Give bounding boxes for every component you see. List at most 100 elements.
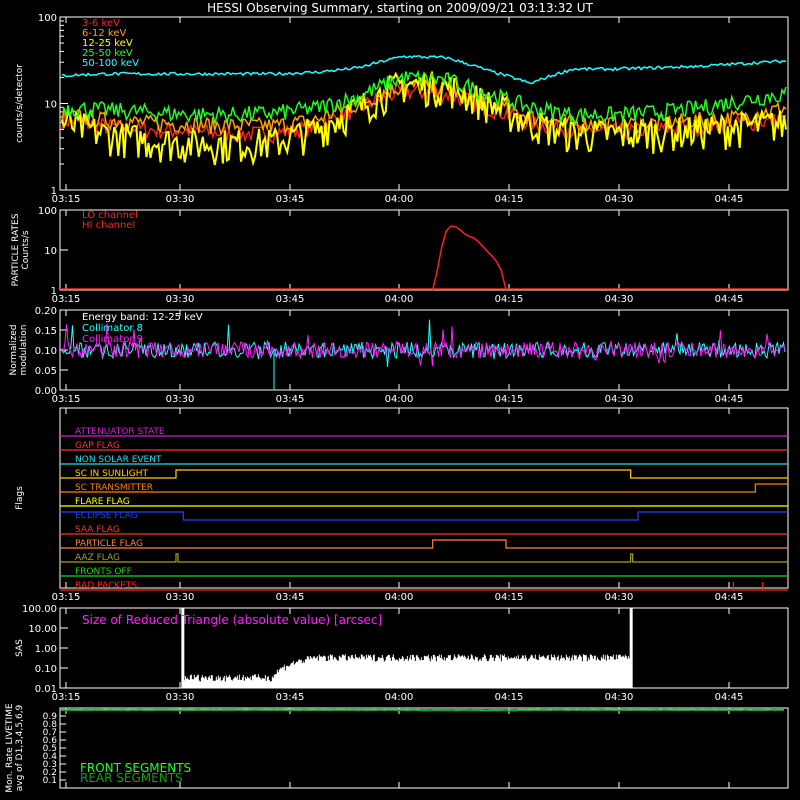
flag-label: SC IN SUNLIGHT — [75, 469, 149, 479]
flag-label: SC TRANSMITTER — [75, 483, 153, 493]
x-tick-label: 03:15 — [52, 394, 81, 405]
x-tick-label: 03:45 — [276, 394, 305, 405]
x-tick-label: 04:45 — [715, 194, 744, 205]
y-tick-label: 100.00 — [22, 604, 57, 615]
flag-line — [60, 539, 788, 549]
x-tick-label: 03:15 — [52, 592, 81, 603]
y-tick-label: 0.1 — [43, 776, 57, 786]
flag-label: ECLIPSE FLAG — [75, 511, 138, 521]
series-line-HI-channel — [431, 225, 507, 291]
y-tick-label: 0.9 — [43, 712, 58, 722]
legend-entry: 6-12 keV — [82, 28, 126, 39]
flag-line — [60, 511, 788, 521]
x-tick-label: 03:45 — [276, 294, 305, 305]
x-tick-label: 04:30 — [605, 294, 634, 305]
legend-entry: REAR SEGMENTS — [80, 771, 183, 785]
x-tick-label: 04:45 — [715, 692, 744, 703]
x-tick-label: 04:15 — [495, 294, 524, 305]
panel-4-frame — [59, 407, 789, 589]
x-tick-label: 03:30 — [166, 194, 195, 205]
chart-title: HESSI Observing Summary, starting on 200… — [207, 1, 593, 15]
ylabel-line: Mon. Rate LIVETIME — [5, 703, 15, 793]
legend-entry: FRONT SEGMENTS — [80, 761, 191, 775]
x-tick-label: 04:00 — [385, 294, 414, 305]
legend-entry: 12-25 keV — [82, 38, 133, 49]
ylabel-line: avg of D1,3,4,5,6,9 — [15, 704, 25, 791]
y-tick-label: 100 — [38, 13, 57, 24]
ylabel-line: Normalized — [9, 324, 19, 375]
flag-label: AAZ FLAG — [75, 553, 120, 563]
flag-label: BAD PACKETS — [75, 581, 137, 591]
x-tick-label: 03:45 — [276, 194, 305, 205]
flag-label: ATTENUATOR STATE — [75, 427, 165, 437]
y-tick-label: 0.5 — [43, 744, 57, 754]
ylabel-text: SAS — [15, 639, 25, 657]
ylabel-line: modulation — [19, 325, 29, 376]
flag-label: FLARE FLAG — [75, 497, 130, 507]
legend-entry: Collimator 9 — [82, 334, 143, 345]
y-tick-label: 1 — [51, 286, 57, 297]
x-tick-label: 04:45 — [715, 294, 744, 305]
series-line-Collimator-8 — [61, 319, 786, 367]
panel-6-ylabel: Mon. Rate LIVETIME avg of D1,3,4,5,6,9 — [5, 703, 25, 793]
x-tick-label: 03:30 — [166, 294, 195, 305]
legend-entry: 3-6 keV — [82, 18, 120, 29]
y-tick-label: 1 — [51, 186, 57, 197]
x-tick-label: 03:30 — [166, 394, 195, 405]
y-tick-label: 10 — [44, 100, 57, 111]
y-tick-label: 0.10 — [35, 346, 57, 357]
flag-label: FRONTS OFF — [75, 567, 132, 577]
y-tick-label: 0.7 — [43, 728, 57, 738]
series-line-50-100-keV — [62, 55, 787, 85]
legend-entry: Collimator 8 — [82, 323, 143, 334]
ylabel-line: PARTICLE RATES — [11, 213, 21, 286]
legend-entry: 25-50 keV — [82, 48, 133, 59]
y-tick-label: 0.8 — [43, 720, 58, 730]
y-tick-label: 0.4 — [43, 752, 58, 762]
x-tick-label: 04:30 — [605, 194, 634, 205]
series-line-Collimator-9 — [61, 323, 786, 366]
flag-label: PARTICLE FLAG — [75, 539, 143, 549]
x-tick-label: 04:15 — [495, 592, 524, 603]
y-tick-label: 0.2 — [43, 768, 57, 778]
panels: 03:15 03:30 03:45 04:00 04:15 04:30 04:45 count… — [5, 13, 789, 793]
flag-label: GAP FLAG — [75, 441, 120, 451]
panel-3-ylabel: Normalized modulation — [9, 324, 29, 375]
series-line-FRONT-SEGMENTS — [60, 708, 785, 711]
x-tick-label: 04:15 — [495, 394, 524, 405]
x-tick-label: 04:30 — [605, 692, 634, 703]
y-tick-label: 0.3 — [43, 760, 57, 770]
y-tick-label: 0.15 — [35, 326, 57, 337]
panel-5-ylabel: SAS — [15, 639, 25, 657]
flag-line — [60, 483, 788, 493]
legend-entry: HI channel — [82, 220, 135, 231]
flag-line — [60, 582, 788, 591]
ylabel-text: counts/s/detector — [15, 64, 25, 143]
series-line-25-50-keV — [61, 69, 787, 126]
flag-label: NON SOLAR EVENT — [75, 455, 162, 465]
x-tick-label: 04:00 — [385, 194, 414, 205]
panel-1-ylabel: counts/s/detector — [15, 64, 25, 143]
legend-entry: LO channel — [82, 210, 138, 221]
x-tick-label: 03:30 — [166, 692, 195, 703]
y-tick-label: 0.6 — [43, 736, 58, 746]
panel-4-ylabel: Flags — [15, 486, 25, 510]
y-tick-label: 100 — [38, 206, 57, 217]
sas-annotation: Size of Reduced Triangle (absolute value… — [82, 613, 382, 627]
flag-line — [60, 469, 788, 479]
sas-spike — [629, 608, 633, 688]
flag-line — [60, 553, 788, 563]
x-tick-label: 03:15 — [52, 194, 81, 205]
x-tick-label: 04:30 — [605, 592, 634, 603]
energy-band-annotation: Energy band: 12-25 keV — [82, 312, 203, 323]
x-tick-label: 03:45 — [276, 592, 305, 603]
sas-trace — [183, 654, 631, 688]
x-tick-label: 03:15 — [52, 692, 81, 703]
panel-2-ylabel: PARTICLE RATES Counts/s — [11, 213, 31, 286]
y-tick-label: 0.01 — [35, 684, 57, 695]
x-tick-label: 03:15 — [52, 294, 81, 305]
x-tick-label: 03:30 — [166, 592, 195, 603]
y-tick-label: 0.10 — [35, 664, 57, 675]
flag-label: SAA FLAG — [75, 525, 120, 535]
legend-entry: 50-100 keV — [82, 58, 139, 69]
